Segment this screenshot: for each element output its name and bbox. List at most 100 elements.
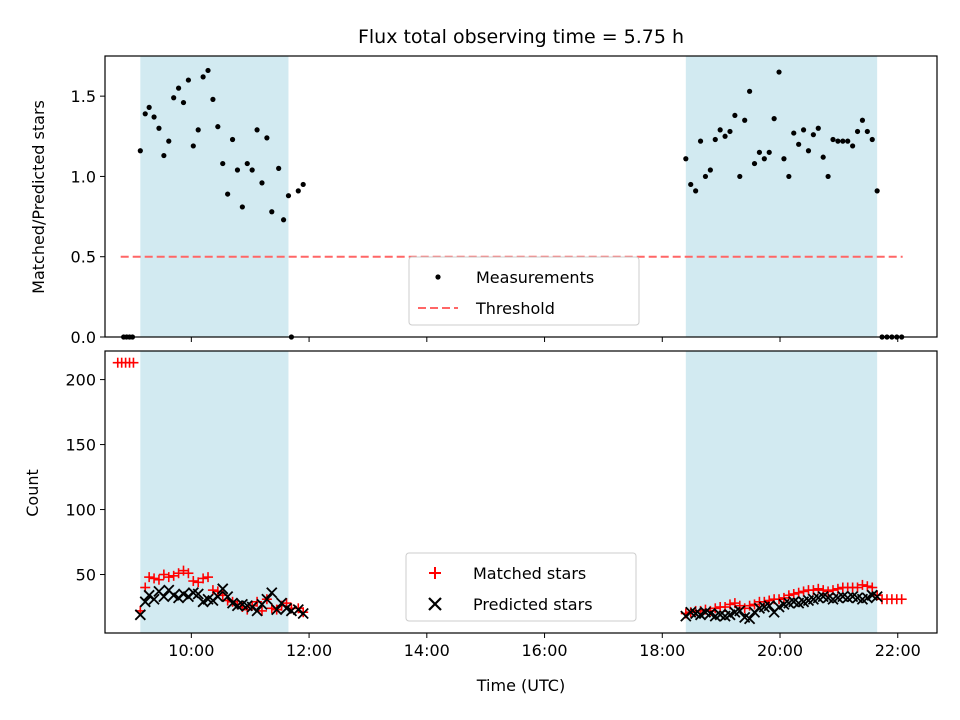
top-legend-box (408, 256, 640, 326)
matched-star-point (793, 587, 804, 598)
measurement-point (254, 127, 260, 133)
measurement-point (220, 160, 226, 167)
predicted-star-point (271, 603, 283, 616)
measurement-point (151, 114, 157, 120)
measurement-point (825, 173, 831, 180)
measurement-point (171, 95, 177, 101)
predicted-star-point (266, 587, 278, 599)
measurement-point (210, 96, 216, 102)
top-shaded-windows (140, 56, 878, 337)
x-tick-label: 10:00 (168, 641, 214, 660)
top-axes-frame (104, 55, 938, 338)
measurement-point (280, 217, 287, 223)
measurement-point (239, 204, 245, 210)
matched-star-point (862, 581, 873, 592)
measurement-point (697, 138, 704, 144)
legend-label: Matched stars (473, 564, 586, 583)
measurement-point (815, 125, 821, 131)
bottom-legend-box (405, 552, 637, 622)
x-tick-label: 20:00 (757, 641, 803, 660)
measurement-point (146, 104, 152, 110)
measurement-point (805, 148, 812, 154)
matched-star-point (744, 600, 755, 611)
matched-star-point (764, 595, 775, 606)
measurement-point (712, 136, 718, 143)
matched-star-point (896, 594, 907, 605)
bottom-y-tick-label: 50 (76, 566, 96, 585)
predicted-star-point (871, 590, 883, 603)
measurement-point (771, 116, 777, 122)
measurement-point (205, 67, 211, 74)
measurement-point (161, 152, 167, 159)
measurement-point (269, 209, 275, 215)
measurement-point (830, 136, 836, 143)
x-tick-label: 14:00 (404, 641, 450, 660)
measurement-point (229, 136, 236, 143)
matched-star-point (188, 576, 199, 587)
measurement-point (180, 99, 187, 106)
measurement-point (285, 193, 292, 199)
measurement-point (859, 117, 866, 123)
predicted-star-point (134, 609, 146, 621)
measurement-point (190, 143, 196, 149)
predicted-star-point (251, 605, 263, 617)
bottom-y-tick-label: 150 (65, 436, 96, 455)
measurement-point (722, 133, 728, 139)
measurement-point (717, 127, 723, 133)
x-tick-label: 12:00 (286, 641, 332, 660)
x-tick-label: 18:00 (639, 641, 685, 660)
predicted-star-point (222, 590, 234, 603)
measurement-point (786, 173, 792, 180)
measurement-point (850, 143, 856, 149)
bottom-shaded-window-2 (685, 351, 878, 633)
matched-star-point (774, 594, 785, 605)
measurement-point (727, 128, 733, 135)
matched-star-point (207, 585, 218, 596)
measurement-point (195, 127, 201, 133)
measurement-point (234, 167, 241, 173)
legend-label: Measurements (476, 268, 594, 287)
matched-star-point (163, 572, 174, 583)
measurement-point (259, 180, 265, 186)
predicted-star-point (297, 607, 309, 620)
measurement-point (688, 181, 694, 188)
measurement-point (864, 128, 870, 135)
measurement-point (756, 149, 763, 155)
measurement-point (747, 88, 753, 94)
measurement-point (776, 69, 782, 75)
top-axis: 0.0 0.5 1.0 1.5 (71, 87, 899, 347)
predicted-star-point (148, 593, 160, 605)
measurement-point (702, 173, 709, 180)
matched-star-point (710, 603, 721, 614)
predicted-star-point (139, 596, 151, 608)
measurement-point (751, 160, 758, 167)
measurement-point (295, 188, 301, 194)
measurement-point (737, 173, 743, 180)
measurement-point (874, 188, 880, 194)
bottom-legend: Matched stars Predicted stars (405, 552, 637, 622)
top-legend: Measurements Threshold (408, 256, 640, 326)
measurement-point (142, 111, 148, 117)
measurement-point (840, 138, 846, 144)
matched-star-point (857, 579, 868, 590)
top-y-tick-label: 1.5 (71, 87, 96, 106)
legend-label: Predicted stars (473, 595, 593, 614)
measurement-point (249, 167, 255, 173)
predicted-star-point (763, 600, 775, 612)
measurement-point (781, 156, 787, 162)
measurement-point (835, 138, 841, 144)
bottom-y-tick-label: 200 (65, 371, 96, 390)
measurement-point (276, 165, 282, 171)
measurement-point (810, 132, 816, 138)
matched-star-point (867, 582, 878, 593)
x-axis-label: Time (UTC) (476, 676, 565, 695)
top-y-tick-label: 0.0 (71, 328, 96, 347)
measurement-point (869, 136, 875, 143)
measurement-point (244, 160, 250, 167)
matched-star-point (153, 574, 164, 585)
predicted-star-point (734, 605, 746, 617)
matched-star-point (128, 357, 139, 368)
measurement-point (854, 128, 861, 135)
measurement-point (845, 138, 851, 144)
